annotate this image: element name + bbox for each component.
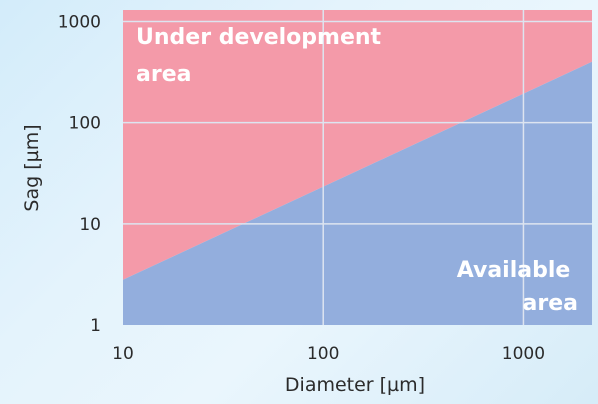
under-development-label-line-2: area: [136, 62, 191, 87]
grid-lines: [123, 10, 592, 325]
x-tick-label: 10: [112, 344, 134, 364]
y-tick-label: 100: [69, 114, 101, 134]
x-axis-ticks: 10 100 1000: [112, 344, 545, 364]
available-label: Available area: [457, 258, 578, 316]
y-tick-label: 1000: [58, 13, 101, 33]
available-label-line-1: Available: [457, 258, 571, 283]
y-axis-ticks: 1 10 100 1000: [58, 13, 101, 336]
under-development-region: [123, 10, 592, 280]
available-label-line-2: area: [523, 291, 578, 316]
x-axis-label: Diameter [µm]: [285, 374, 425, 396]
y-tick-label: 1: [90, 316, 101, 336]
available-region: [123, 61, 592, 325]
x-tick-label: 1000: [502, 344, 545, 364]
y-axis-label: Sag [µm]: [21, 124, 43, 211]
under-development-label: Under development area: [136, 25, 389, 87]
x-tick-label: 100: [307, 344, 339, 364]
y-tick-label: 10: [79, 215, 101, 235]
under-development-label-line-1: Under development: [136, 25, 382, 50]
